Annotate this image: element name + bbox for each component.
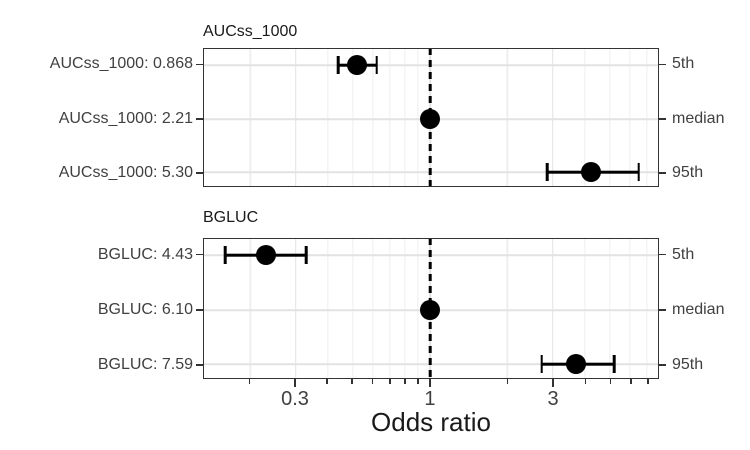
gridline-vertical-minor (249, 239, 252, 378)
gridline-vertical-minor (351, 49, 354, 186)
y-axis-label: BGLUC: 7.59 (97, 356, 193, 374)
x-axis-tick-minor (389, 379, 391, 384)
gridline-vertical-minor (583, 239, 586, 378)
gridline-vertical-minor (389, 49, 391, 186)
error-bar-cap-right (304, 246, 308, 265)
y-axis-label: AUCss_1000: 2.21 (58, 110, 193, 128)
right-axis-tick (659, 253, 666, 256)
x-axis-tick-minor (351, 379, 354, 384)
x-axis-tick-minor (647, 379, 649, 384)
gridline-vertical-minor (404, 239, 406, 378)
y-axis-label: AUCss_1000: 5.30 (58, 164, 193, 182)
right-axis-tick (659, 309, 666, 311)
gridline-vertical-minor (404, 49, 406, 186)
gridline-vertical-minor (327, 49, 329, 186)
gridline-vertical-minor (249, 49, 252, 186)
gridline-vertical-major (551, 239, 554, 378)
gridline-vertical-minor (608, 49, 611, 186)
x-axis-tick-major (552, 379, 554, 387)
y-axis-label: BGLUC: 4.43 (97, 245, 193, 263)
right-axis-tick (659, 172, 666, 174)
forest-point (255, 245, 276, 266)
x-axis-tick-minor (506, 379, 509, 384)
gridline-vertical-minor (629, 49, 631, 186)
error-bar-cap-right (613, 355, 616, 374)
x-axis-tick-minor (584, 379, 587, 384)
error-bar-cap-left (224, 246, 227, 265)
gridline-vertical-minor (372, 49, 374, 186)
y-axis-tick (196, 253, 203, 256)
gridline-vertical-minor (646, 49, 648, 186)
error-bar-cap-right (637, 163, 641, 182)
gridline-vertical-minor (351, 239, 354, 378)
right-axis-tick (659, 118, 666, 120)
right-axis-label: 5th (672, 245, 695, 263)
error-bar-cap-left (545, 163, 549, 182)
plot-panel (203, 238, 659, 379)
gridline-vertical-major (294, 239, 297, 378)
error-bar-cap-right (375, 56, 378, 75)
gridline-vertical-minor (629, 239, 631, 378)
x-axis-tick-minor (609, 379, 612, 384)
gridline-vertical-minor (608, 239, 611, 378)
right-axis-tick (659, 364, 666, 366)
x-axis-tick-minor (326, 379, 329, 384)
gridline-vertical-major (294, 49, 297, 186)
gridline-vertical-minor (583, 49, 586, 186)
x-axis-tick-minor (248, 379, 251, 384)
y-axis-label: BGLUC: 6.10 (97, 301, 193, 319)
x-axis-tick-major (429, 379, 431, 387)
right-axis-tick (659, 63, 666, 66)
forest-point (581, 162, 602, 183)
x-axis-tick-major (294, 379, 296, 387)
right-axis-label: median (672, 301, 725, 319)
forest-point (346, 55, 367, 76)
gridline-vertical-major (551, 49, 554, 186)
x-axis-tick-minor (371, 379, 374, 384)
gridline-vertical-minor (372, 239, 374, 378)
forest-point (419, 109, 440, 129)
error-bar-cap-left (540, 355, 543, 374)
x-tick-label: 0.3 (281, 388, 309, 410)
gridline-vertical-minor (389, 239, 391, 378)
gridline-vertical-minor (417, 239, 419, 378)
y-axis-tick (196, 309, 203, 311)
gridline-vertical-minor (646, 239, 648, 378)
x-axis-title: Odds ratio (371, 407, 491, 437)
x-tick-label: 1 (424, 388, 436, 410)
y-axis-label: AUCss_1000: 0.868 (49, 55, 193, 73)
plot-panel (203, 48, 659, 187)
gridline-vertical-minor (417, 49, 419, 186)
gridline-vertical-minor (506, 239, 508, 378)
y-axis-tick (196, 364, 203, 366)
gridline-vertical-minor (327, 239, 329, 378)
y-axis-tick (196, 63, 203, 66)
right-axis-label: 95th (672, 356, 704, 374)
error-bar-cap-left (337, 56, 340, 75)
right-axis-label: 95th (672, 164, 704, 182)
y-axis-tick (196, 118, 203, 120)
forest-point (565, 354, 586, 375)
x-axis-tick-minor (629, 379, 632, 384)
panel-strip-title: AUCss_1000 (203, 23, 298, 40)
x-tick-label: 3 (547, 388, 559, 410)
x-axis-tick-minor (417, 379, 419, 384)
right-axis-label: median (672, 110, 725, 128)
x-axis-tick-minor (404, 379, 406, 384)
y-axis-tick (196, 172, 203, 174)
panel-strip-title: BGLUC (203, 209, 259, 226)
gridline-vertical-minor (506, 49, 508, 186)
right-axis-label: 5th (672, 55, 695, 73)
forest-point (419, 300, 440, 321)
